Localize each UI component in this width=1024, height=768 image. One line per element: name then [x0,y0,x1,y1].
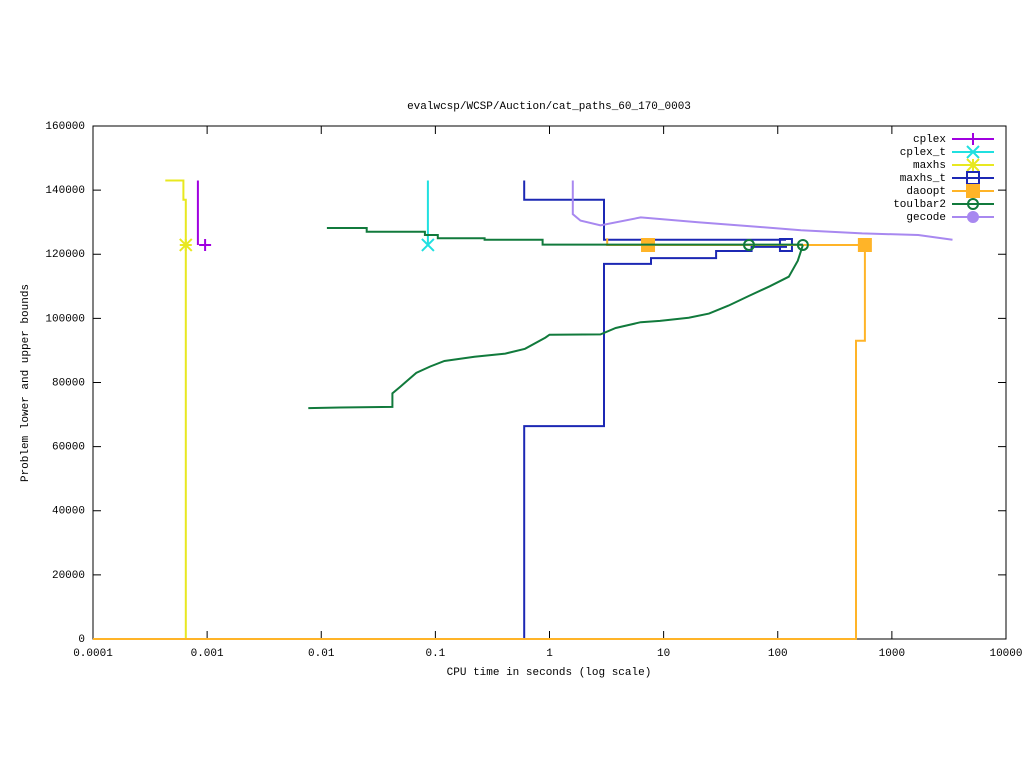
legend-marker [966,145,980,159]
series-line [308,227,804,410]
chart-title: evalwcsp/WCSP/Auction/cat_paths_60_170_0… [407,101,691,113]
series-marker [421,238,435,252]
x-axis-label: CPU time in seconds (log scale) [447,667,652,679]
series-marker [796,239,809,251]
y-tick-label: 80000 [52,377,85,389]
legend-label: cplex [913,134,946,146]
x-tick-label: 1000 [879,648,905,660]
x-tick-label: 10000 [989,648,1022,660]
x-tick-label: 0.001 [191,648,224,660]
legend-label: toulbar2 [893,199,946,211]
legend-marker [966,158,980,172]
legend-label: gecode [906,212,946,224]
series-line [571,180,953,241]
x-tick-label: 0.01 [308,648,335,660]
x-tick-label: 1 [546,648,553,660]
series-marker [857,237,872,252]
series-marker [179,238,193,252]
y-tick-label: 40000 [52,506,85,518]
y-tick-label: 60000 [52,442,85,454]
y-axis-label: Problem lower and upper bounds [20,284,32,482]
legend-marker [966,184,980,198]
y-tick-label: 160000 [45,121,85,133]
y-tick-label: 20000 [52,570,85,582]
x-tick-label: 10 [657,648,670,660]
series-line [523,180,787,639]
legend-label: daoopt [906,186,946,198]
y-tick-label: 140000 [45,185,85,197]
series-marker [743,239,756,251]
y-tick-label: 120000 [45,249,85,261]
legend-label: cplex_t [900,147,946,159]
y-tick-label: 0 [78,634,85,646]
x-tick-label: 100 [768,648,788,660]
series-line [165,179,187,639]
series-marker [778,237,793,252]
legend-marker [966,211,980,223]
legend-label: maxhs_t [900,173,946,185]
y-tick-label: 100000 [45,313,85,325]
x-tick-label: 0.0001 [73,648,113,660]
series-marker [199,238,212,251]
legend-marker [967,133,979,145]
legend-label: maxhs [913,160,946,172]
legend-marker [966,198,980,210]
x-tick-label: 0.1 [425,648,445,660]
